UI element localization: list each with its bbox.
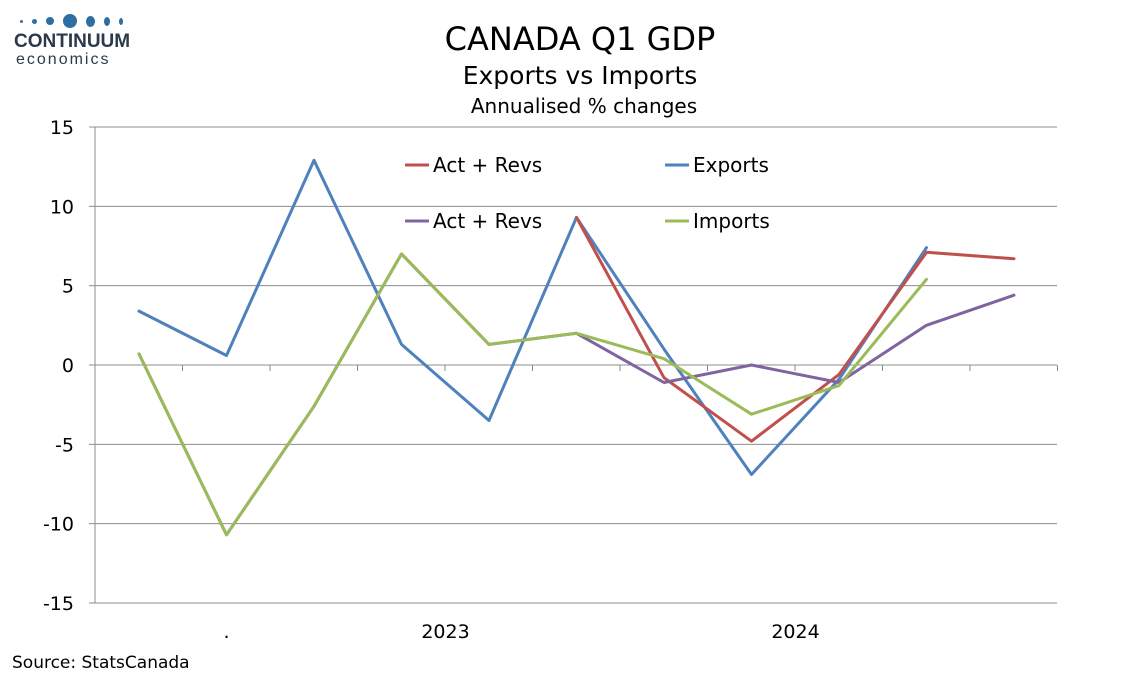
- legend-label: Act + Revs: [433, 153, 542, 177]
- y-tick-label: -5: [55, 434, 74, 456]
- legend-label: Imports: [693, 209, 770, 233]
- logo: CONTINUUM economics: [14, 12, 134, 68]
- logo-sub: economics: [16, 51, 111, 68]
- legend-label: Act + Revs: [433, 209, 542, 233]
- y-tick-label: 5: [62, 276, 74, 298]
- chart-subtitle-units: Annualised % changes: [470, 94, 698, 118]
- source-note: Source: StatsCanada: [12, 653, 190, 673]
- series-line: [137, 252, 1016, 537]
- y-tick-label: -15: [43, 593, 74, 615]
- chart-title: CANADA Q1 GDP: [444, 20, 716, 58]
- series-line: [137, 158, 928, 476]
- y-tick-label: 10: [50, 196, 74, 218]
- y-tick-label: 0: [62, 355, 74, 377]
- y-tick-label: -10: [43, 514, 74, 536]
- y-tick-label: 15: [50, 117, 74, 139]
- x-tick-label: 2023: [421, 621, 469, 643]
- x-tick-label: .: [223, 621, 229, 643]
- series-line: [137, 252, 928, 537]
- chart-subtitle: Exports vs Imports: [462, 61, 698, 90]
- logo-name: CONTINUUM: [14, 31, 131, 52]
- x-tick-label: 2024: [771, 621, 819, 643]
- series-line: [575, 215, 1016, 443]
- legend-label: Exports: [693, 153, 769, 177]
- logo-dots: [20, 12, 134, 30]
